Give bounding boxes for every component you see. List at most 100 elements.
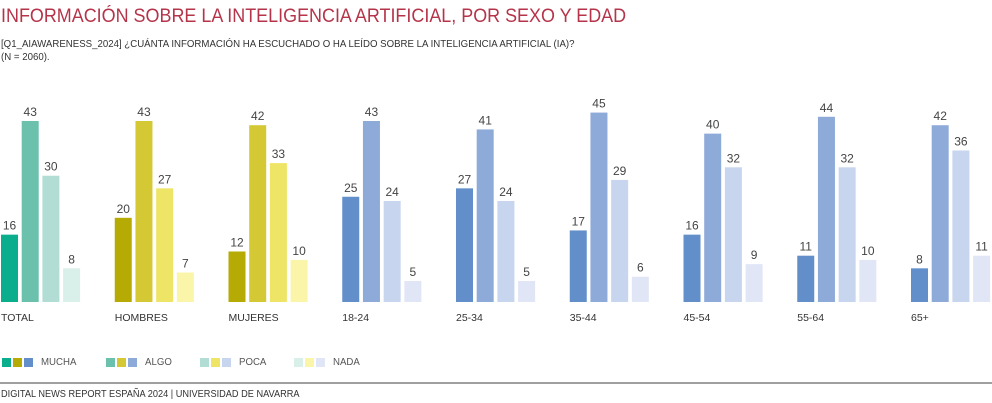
legend-swatch xyxy=(294,357,304,367)
category-label: 25-34 xyxy=(456,312,483,324)
legend-item-algo: ALGO xyxy=(105,356,174,368)
legend-swatch xyxy=(105,357,115,367)
category-label: TOTAL xyxy=(1,312,34,324)
legend-swatch xyxy=(127,357,137,367)
data-label: 5 xyxy=(410,265,417,279)
chart-subtitle: [Q1_AIAWARENESS_2024] ¿CUÁNTA INFORMACIÓ… xyxy=(1,38,574,64)
bar-nada xyxy=(63,268,81,302)
data-label: 44 xyxy=(820,101,834,115)
bar-nada xyxy=(518,280,536,302)
bar-algo xyxy=(704,133,722,302)
bar-nada xyxy=(859,259,877,302)
data-label: 11 xyxy=(800,240,813,254)
data-label: 16 xyxy=(3,219,17,233)
data-label: 12 xyxy=(230,235,244,249)
data-label: 24 xyxy=(385,185,399,199)
data-label: 27 xyxy=(458,172,472,186)
data-label: 20 xyxy=(117,202,131,216)
data-label: 5 xyxy=(523,265,530,279)
legend-swatch xyxy=(24,357,33,367)
bar-algo xyxy=(817,116,835,302)
data-label: 6 xyxy=(637,261,644,275)
bar-nada xyxy=(404,280,422,302)
bar-algo xyxy=(362,121,380,302)
data-label: 27 xyxy=(158,172,172,186)
data-label: 42 xyxy=(251,109,265,123)
legend-label: NADA xyxy=(333,356,361,368)
legend-swatch xyxy=(199,357,209,367)
footer-source: DIGITAL NEWS REPORT ESPAÑA 2024 | UNIVER… xyxy=(1,389,300,400)
data-label: 45 xyxy=(592,97,606,111)
category-label: HOMBRES xyxy=(115,312,168,324)
legend-swatch xyxy=(316,357,326,367)
bar-mucha xyxy=(569,230,587,302)
bar-algo xyxy=(21,121,39,302)
data-label: 43 xyxy=(24,105,38,119)
bar-mucha xyxy=(456,188,473,302)
data-label: 36 xyxy=(954,134,968,148)
legend-label: POCA xyxy=(238,356,267,368)
data-label: 17 xyxy=(572,214,586,228)
data-label: 41 xyxy=(479,113,493,127)
data-label: 16 xyxy=(685,219,699,233)
category-label: 18-24 xyxy=(342,312,369,324)
category-label: MUJERES xyxy=(229,312,279,324)
data-label: 7 xyxy=(182,257,189,271)
data-label: 32 xyxy=(840,151,854,165)
bar-nada xyxy=(631,276,649,302)
bar-mucha xyxy=(797,255,815,302)
bar-group-mujeres: 12 42 33 10 MUJERES xyxy=(228,109,308,324)
legend-label: ALGO xyxy=(144,356,172,368)
data-label: 8 xyxy=(68,252,75,266)
category-label: 35-44 xyxy=(570,312,597,324)
data-label: 32 xyxy=(727,151,741,165)
data-label: 10 xyxy=(861,244,875,258)
data-label: 33 xyxy=(272,147,286,161)
bar-poca xyxy=(383,200,401,302)
bar-nada xyxy=(290,259,308,302)
legend-swatch xyxy=(221,357,231,367)
bar-algo xyxy=(590,112,608,303)
bar-group-65-: 8 42 36 11 65+ xyxy=(911,109,991,324)
data-label: 30 xyxy=(44,160,58,174)
bar-poca xyxy=(269,163,287,302)
data-label: 9 xyxy=(751,248,758,262)
sample-size: (N = 2060). xyxy=(1,51,50,63)
bar-poca xyxy=(724,167,742,302)
data-label: 43 xyxy=(365,105,379,119)
chart-title: INFORMACIÓN SOBRE LA INTELIGENCIA ARTIFI… xyxy=(1,5,627,27)
bar-mucha xyxy=(683,234,701,302)
bar-group-35-44: 17 45 29 6 35-44 xyxy=(569,97,649,324)
data-label: 8 xyxy=(916,252,923,266)
data-label: 24 xyxy=(499,185,513,199)
bar-algo xyxy=(931,125,949,302)
footer-divider xyxy=(0,382,992,384)
bar-chart: 16 43 30 8 TOTAL 20 43 27 7 HOMBRES 12 42 33 10 MUJERE… xyxy=(1,97,991,324)
data-label: 40 xyxy=(706,118,720,132)
legend-swatch xyxy=(13,357,22,367)
legend: MUCHA ALGO POCA NADA xyxy=(2,356,389,368)
bar-mucha xyxy=(228,251,246,302)
bar-algo xyxy=(249,125,267,302)
bar-group-18-24: 25 43 24 5 18-24 xyxy=(342,105,422,324)
bar-group-25-34: 27 41 24 5 25-34 xyxy=(456,113,536,324)
bar-poca xyxy=(497,200,515,302)
legend-label: MUCHA xyxy=(41,356,77,368)
data-label: 43 xyxy=(137,105,151,119)
bar-algo xyxy=(476,129,494,302)
legend-item-nada: NADA xyxy=(294,356,362,368)
bar-mucha xyxy=(911,268,928,302)
category-label: 45-54 xyxy=(684,312,711,324)
survey-question: [Q1_AIAWARENESS_2024] ¿CUÁNTA INFORMACIÓ… xyxy=(1,38,575,50)
bar-poca xyxy=(611,179,629,302)
bar-nada xyxy=(745,264,763,302)
data-label: 42 xyxy=(934,109,948,123)
legend-swatch xyxy=(305,357,315,367)
data-label: 29 xyxy=(613,164,627,178)
legend-item-poca: POCA xyxy=(199,356,269,368)
legend-swatch xyxy=(116,357,126,367)
bar-mucha xyxy=(342,196,360,302)
data-label: 25 xyxy=(344,181,358,195)
bar-nada xyxy=(176,272,194,302)
bar-poca xyxy=(952,150,970,302)
